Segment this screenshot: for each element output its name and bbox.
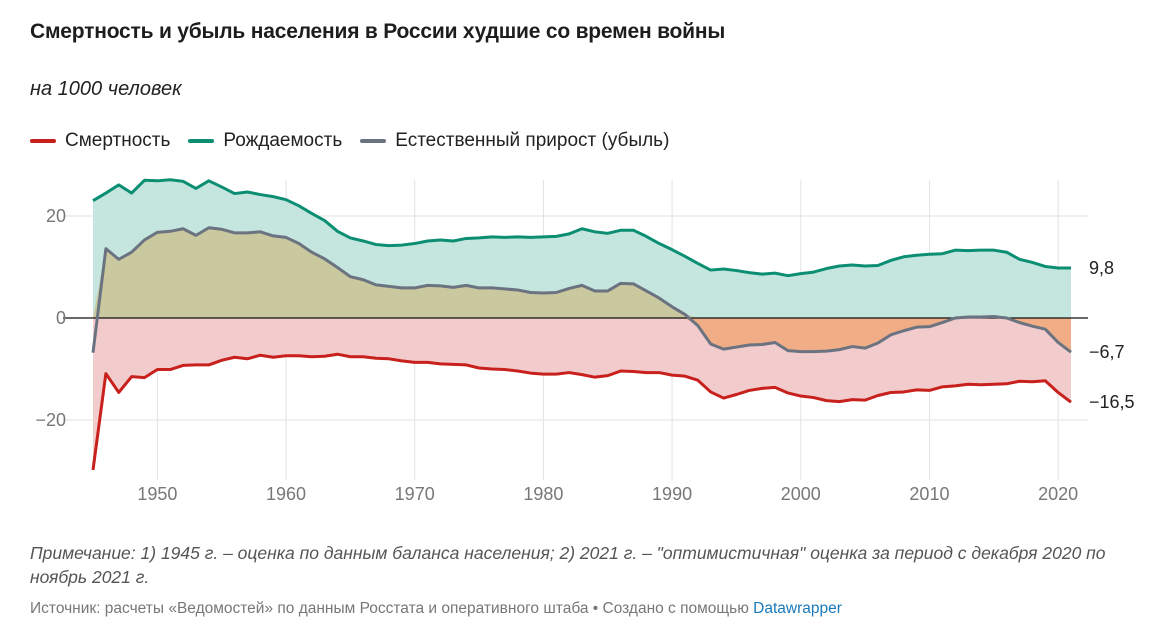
legend-swatch-birthrate <box>188 139 215 143</box>
legend-swatch-natural-growth <box>360 139 387 143</box>
legend-item-natural-growth: Естественный прирост (убыль) <box>360 130 669 152</box>
mortality-line <box>91 352 1072 471</box>
chart-source: Источник: расчеты «Ведомостей» по данным… <box>30 600 842 618</box>
end-label-layer: 9,8 −6,7 −16,5 <box>1089 258 1135 412</box>
legend-item-mortality: Смертность <box>30 130 170 152</box>
x-tick-label: 2020 <box>1038 484 1078 504</box>
y-tick-label: 20 <box>46 206 66 226</box>
birth-rate-line <box>92 178 1071 278</box>
legend-label-natural-growth: Естественный прирост (убыль) <box>395 130 670 151</box>
x-tick-label: 2000 <box>781 484 821 504</box>
x-tick-label: 2010 <box>909 484 949 504</box>
natural-growth-line <box>91 226 1072 354</box>
legend-swatch-mortality <box>30 139 56 143</box>
y-tick-label: −20 <box>35 410 66 430</box>
tick-label-layer: 1950 1960 1970 1980 1990 2000 2010 2020 −20 0 20 <box>35 206 1078 504</box>
natural-growth-negative-area <box>93 318 1071 353</box>
legend-label-birthrate: Рождаемость <box>223 130 343 151</box>
source-text: Источник: расчеты «Ведомостей» по данным… <box>30 600 749 617</box>
x-tick-label: 1960 <box>266 484 306 504</box>
mortality-area <box>93 318 1071 470</box>
chart-title: Смертность и убыль населения в России ху… <box>30 20 726 43</box>
natural-growth-end-label: −6,7 <box>1089 342 1125 362</box>
area-layer <box>93 179 1071 470</box>
x-tick-label: 1980 <box>523 484 563 504</box>
natural-growth-positive-area <box>93 227 1071 318</box>
legend-label-mortality: Смертность <box>65 130 171 151</box>
legend-item-birthrate: Рождаемость <box>188 130 342 152</box>
line-area-chart: 1950 1960 1970 1980 1990 2000 2010 2020 −20 0 20 9… <box>35 178 1135 504</box>
chart-note: Примечание: 1) 1945 г. – оценка по данны… <box>30 543 1106 587</box>
series-line-layer <box>91 178 1072 471</box>
legend: Смертность Рождаемость Естественный прир… <box>30 130 687 152</box>
birth-rate-end-label: 9,8 <box>1089 258 1114 278</box>
x-tick-label: 1970 <box>395 484 435 504</box>
chart-subtitle: на 1000 человек <box>30 78 182 100</box>
y-tick-label: 0 <box>56 308 66 328</box>
datawrapper-link[interactable]: Datawrapper <box>753 600 842 617</box>
x-tick-label: 1950 <box>137 484 177 504</box>
x-tick-label: 1990 <box>652 484 692 504</box>
mortality-end-label: −16,5 <box>1089 392 1135 412</box>
